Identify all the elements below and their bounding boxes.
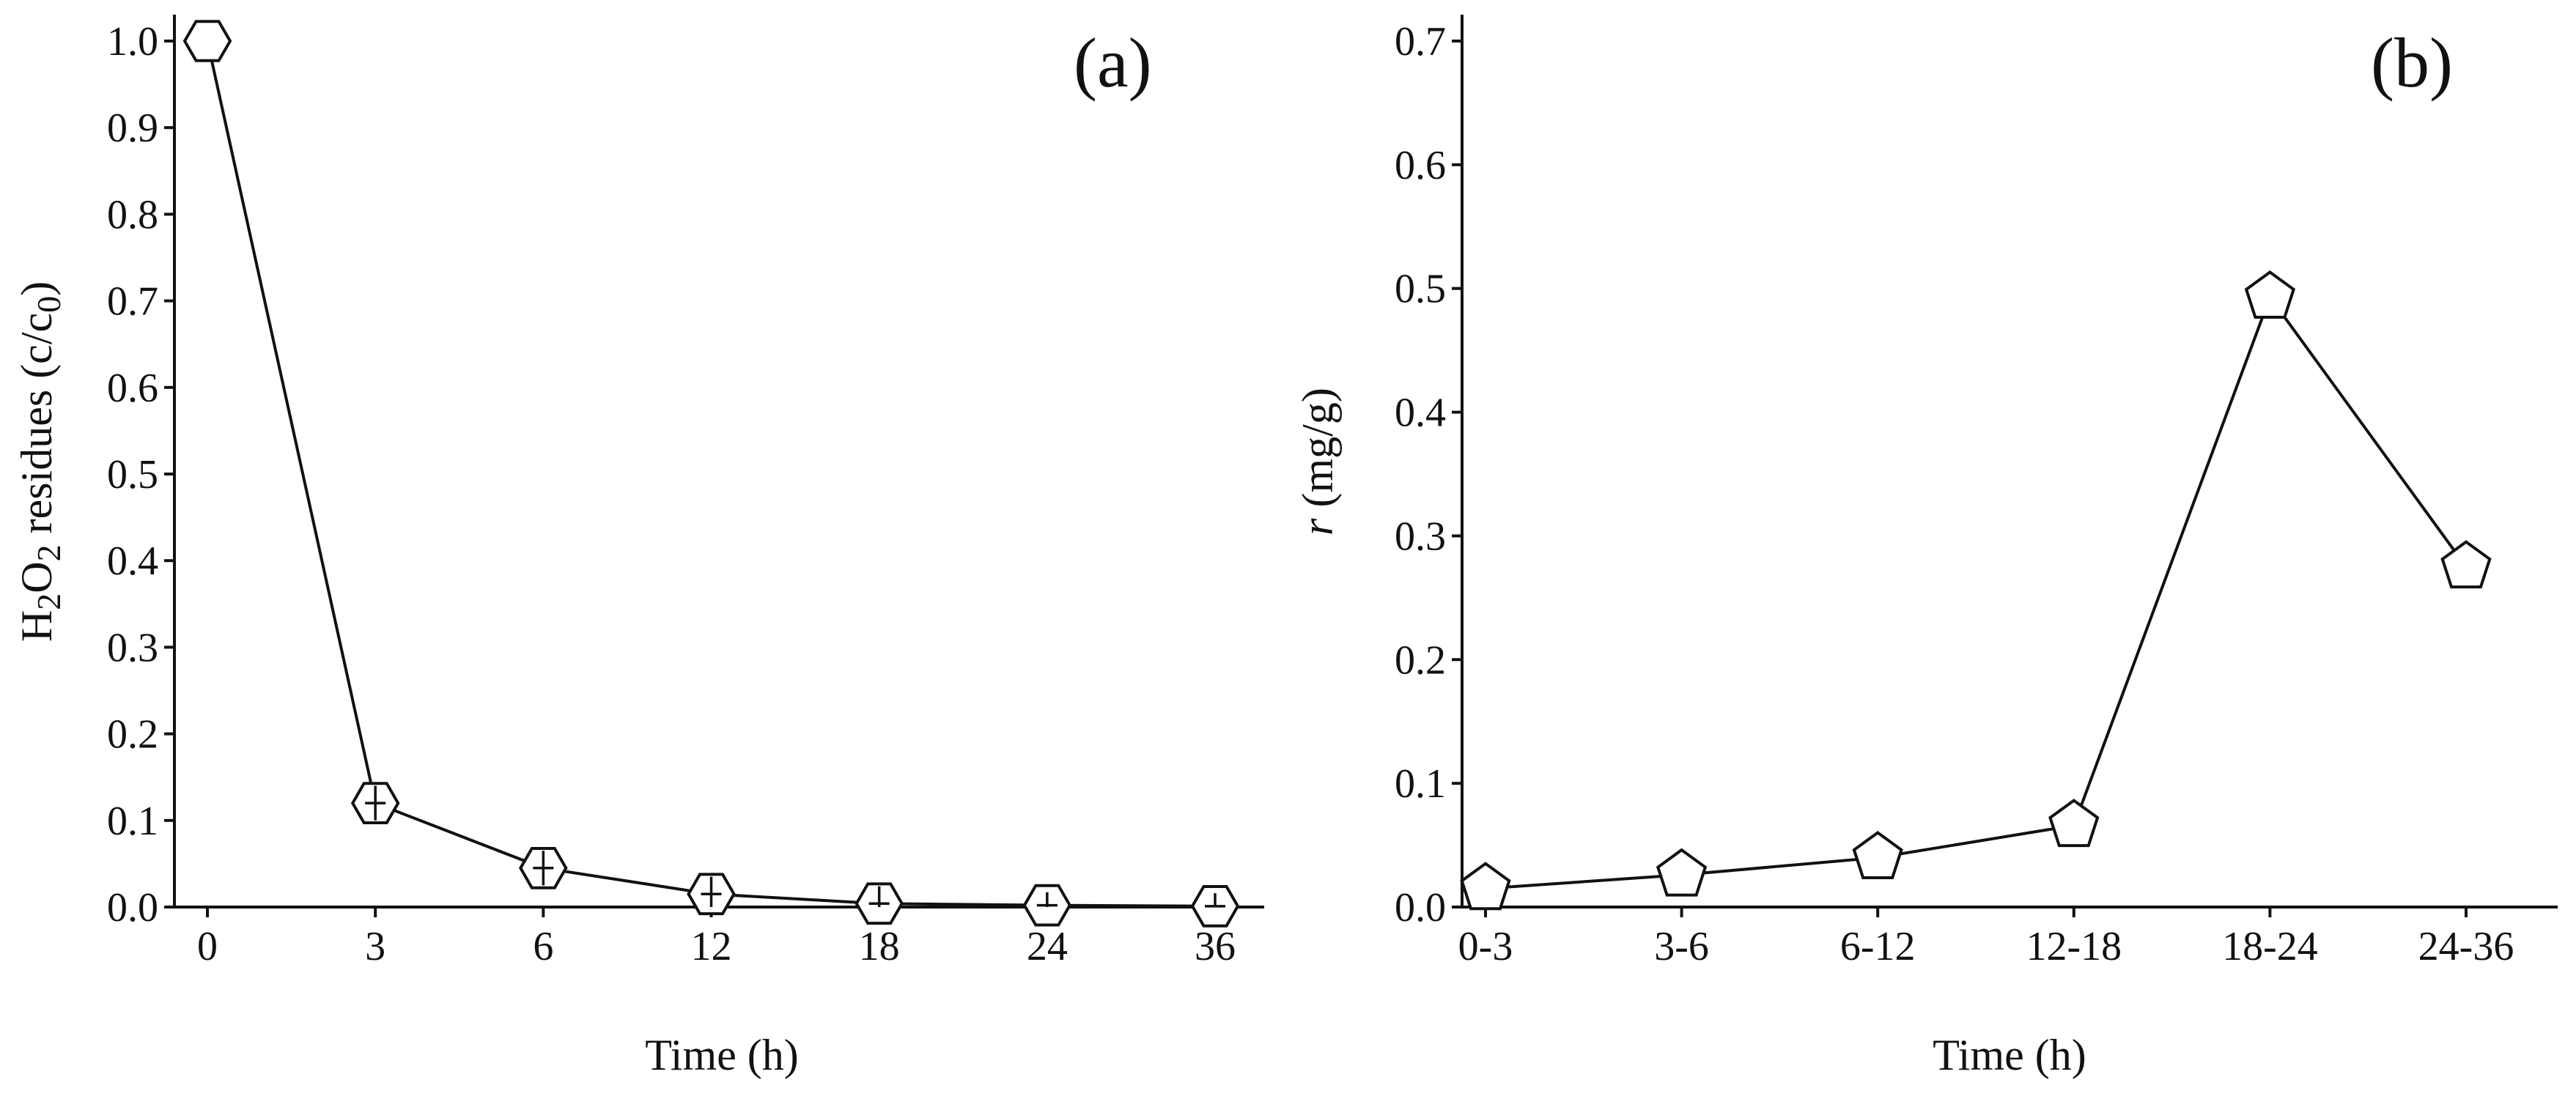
panel-a-data-point [350, 782, 400, 824]
panel-b-data-point [1656, 848, 1708, 897]
panel-a-data-point [1190, 885, 1240, 928]
panel-b-data-point [1852, 831, 1903, 879]
panel-a-x-tick-label: 24 [1027, 924, 1068, 969]
panel-a-x-tick-label: 3 [365, 924, 385, 969]
pentagon-marker [2048, 799, 2100, 848]
panel-a-x-tick-label: 12 [691, 924, 732, 969]
panel-b-y-tick-label: 0.1 [1395, 761, 1446, 807]
panel-b-x-tick-label: 0-3 [1458, 924, 1513, 969]
pentagon-marker [2440, 540, 2492, 589]
panel-a-data-point [518, 847, 568, 889]
panel-a-y-tick-label: 0.3 [107, 625, 158, 670]
pentagon-marker [1656, 848, 1708, 897]
panel-a-x-tick-label: 36 [1195, 924, 1236, 969]
hexagon-marker [182, 20, 232, 62]
panel-a-x-tick-label: 0 [197, 924, 218, 969]
panel-a-data-point [855, 882, 904, 925]
panel-b-x-ticks: 0-3 3-6 6-12 12-18 18-24 24-36 [1458, 907, 2514, 969]
panel-a-series [182, 20, 1240, 928]
panel-a-x-ticks: 0 3 6 12 18 24 36 [197, 907, 1236, 969]
panel-b-x-tick-label: 24-36 [2418, 924, 2514, 969]
panel-b-y-ticks: 0.0 0.1 0.2 0.3 0.4 0.5 0.6 0.7 [1395, 19, 1462, 930]
panel-b-y-tick-label: 0.7 [1395, 19, 1446, 64]
panel-a-y-tick-label: 0.7 [107, 279, 158, 325]
panel-b-data-point [2244, 270, 2296, 319]
panel-b: 0.0 0.1 0.2 0.3 0.4 0.5 0.6 0.7 0-3 3-6 6-12 12-18… [1293, 15, 2558, 1079]
panel-b-series-line [1485, 294, 2468, 890]
panel-b-y-tick-label: 0.2 [1395, 637, 1446, 683]
panel-a-axes [173, 15, 1264, 909]
pentagon-marker [1460, 862, 1511, 911]
panel-b-x-tick-label: 6-12 [1840, 924, 1916, 969]
panel-b-x-tick-label: 18-24 [2222, 924, 2318, 969]
panel-b-y-tick-label: 0.0 [1395, 885, 1446, 930]
panel-b-series [1460, 270, 2492, 911]
panel-b-x-tick-label: 12-18 [2026, 924, 2122, 969]
panel-b-axes [1461, 15, 2558, 909]
panel-b-data-point [2048, 799, 2100, 848]
panel-a-y-tick-label: 0.4 [107, 539, 158, 584]
panel-a-y-tick-label: 0.2 [107, 712, 158, 758]
panel-a-x-axis-title: Time (h) [645, 1031, 798, 1079]
pentagon-marker [2244, 270, 2296, 319]
panel-a-data-point [182, 20, 232, 62]
panel-b-y-tick-label: 0.6 [1395, 143, 1446, 188]
panel-a-y-tick-label: 0.8 [107, 192, 158, 237]
panel-b-y-tick-label: 0.5 [1395, 267, 1446, 312]
panel-a-y-tick-label: 0.1 [107, 799, 158, 844]
panel-a-data-point [687, 873, 736, 916]
panel-b-y-tick-label: 0.4 [1395, 391, 1446, 436]
panel-b-y-tick-label: 0.3 [1395, 514, 1446, 559]
panel-a-x-tick-label: 6 [533, 924, 553, 969]
panel-a-y-tick-label: 0.6 [107, 366, 158, 411]
panel-b-data-point [2440, 540, 2492, 589]
panel-a-series-line [206, 40, 1216, 908]
panel-a-y-tick-label: 0.0 [107, 885, 158, 930]
panel-a-data-point [1022, 884, 1072, 927]
panel-a-y-ticks: 0.0 0.1 0.2 0.3 0.4 0.5 0.6 0.7 0.8 0.9 1.0 [107, 19, 174, 930]
panel-a-x-tick-label: 18 [859, 924, 900, 969]
panel-b-x-tick-label: 3-6 [1654, 924, 1709, 969]
panel-a-y-tick-label: 0.5 [107, 452, 158, 497]
panel-a-y-tick-label: 1.0 [107, 19, 158, 64]
panel-b-data-point [1460, 862, 1511, 911]
pentagon-marker [1852, 831, 1903, 879]
panel-a-y-tick-label: 0.9 [107, 106, 158, 151]
panel-a-y-axis-title: H2O2 residues (c/c0) [12, 281, 67, 642]
panel-a-label: (a) [1074, 23, 1152, 102]
panel-b-y-axis-title: r (mg/g) [1293, 388, 1342, 536]
panel-b-x-axis-title: Time (h) [1933, 1031, 2086, 1079]
panel-a: 0.00.10.20.30.40.50.60.70.80.91.0 0 3 6 12 1… [12, 15, 1264, 1079]
panel-b-label: (b) [2371, 23, 2453, 102]
